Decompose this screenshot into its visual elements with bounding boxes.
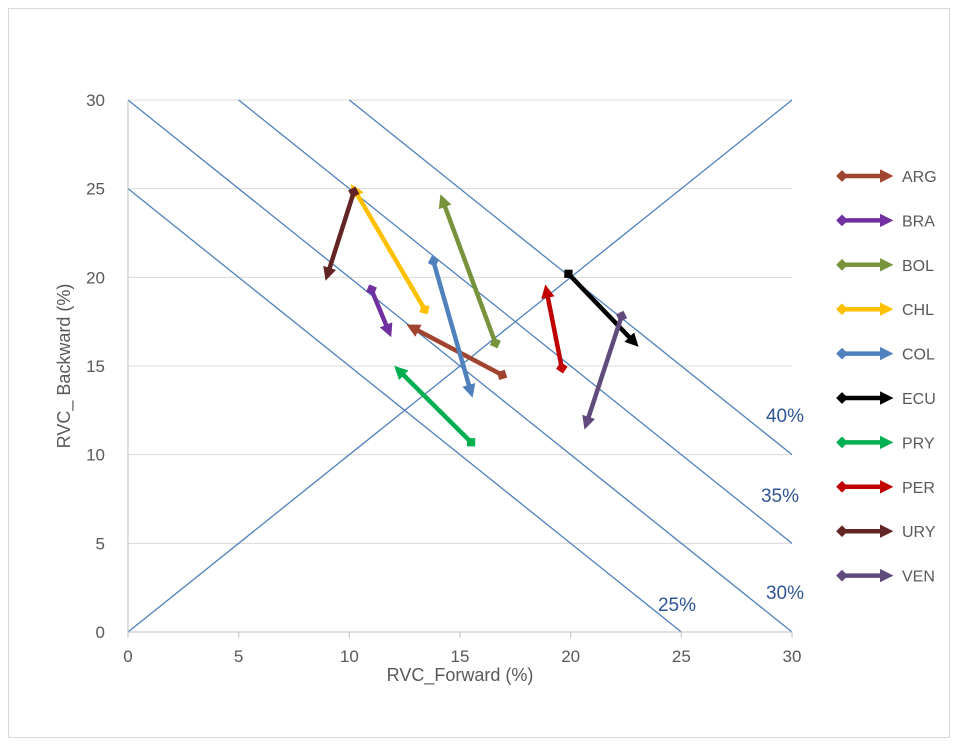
reference-line-label: 35% <box>761 486 799 507</box>
series-arrow-pry <box>394 365 476 447</box>
x-tick-label: 10 <box>340 647 359 666</box>
legend-label-bol: BOL <box>902 258 934 275</box>
reference-line-label: 30% <box>766 583 804 604</box>
y-tick-label: 20 <box>86 268 105 287</box>
axes <box>127 100 793 638</box>
legend-label-col: COL <box>902 347 935 364</box>
legend: ARG BRA BOL CHL COL ECU PRY PER URY VEN <box>836 169 937 586</box>
y-tick-label: 10 <box>86 446 105 465</box>
legend-label-per: PER <box>902 480 935 497</box>
series-arrow-bra <box>366 284 393 338</box>
series-arrow-arg <box>406 324 508 381</box>
y-tick-label: 5 <box>96 534 105 553</box>
legend-label-ecu: ECU <box>902 391 936 408</box>
x-tick-label: 20 <box>561 647 580 666</box>
x-tick-label: 15 <box>451 647 470 666</box>
series-arrow-ury <box>323 186 360 281</box>
y-tick-labels: 0 5 10 15 20 25 30 <box>86 91 105 642</box>
legend-label-ury: URY <box>902 524 936 541</box>
legend-label-ven: VEN <box>902 569 935 586</box>
reference-line-label: 25% <box>658 595 696 616</box>
x-tick-label: 30 <box>783 647 802 666</box>
reference-line-label: 40% <box>766 406 804 427</box>
series-arrow-ecu <box>564 269 639 347</box>
x-tick-label: 5 <box>234 647 243 666</box>
legend-label-arg: ARG <box>902 169 937 186</box>
legend-label-chl: CHL <box>902 302 934 319</box>
series-arrow-per <box>541 284 568 374</box>
y-tick-label: 0 <box>96 623 105 642</box>
y-tick-label: 15 <box>86 357 105 376</box>
reference-line-labels: 25% 30% 35% 40% <box>658 406 804 616</box>
x-tick-label: 0 <box>123 647 132 666</box>
series-arrow-chl <box>351 184 430 315</box>
legend-label-bra: BRA <box>902 213 935 230</box>
x-axis-title: RVC_Forward (%) <box>387 665 534 686</box>
x-tick-labels: 0 5 10 15 20 25 30 <box>123 647 801 666</box>
y-tick-label: 30 <box>86 91 105 110</box>
series-arrow-ven <box>582 310 628 430</box>
x-tick-label: 25 <box>672 647 691 666</box>
reference-line <box>238 99 793 544</box>
legend-label-pry: PRY <box>902 435 935 452</box>
y-axis-title: RVC_ Backward (%) <box>54 284 75 449</box>
series-arrows <box>323 184 639 447</box>
y-tick-label: 25 <box>86 180 105 199</box>
